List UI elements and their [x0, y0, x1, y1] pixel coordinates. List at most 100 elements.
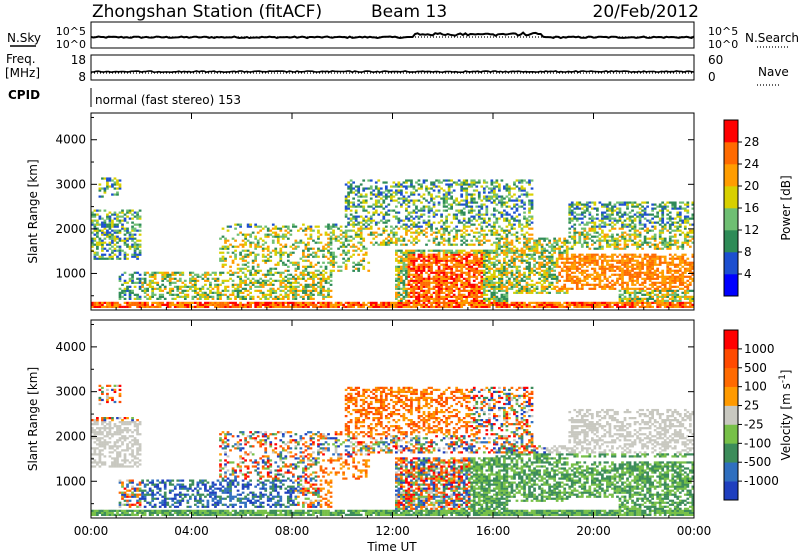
heatmap-cell — [498, 248, 501, 250]
heatmap-cell — [217, 280, 220, 282]
heatmap-cell — [385, 212, 388, 214]
heatmap-cell — [322, 274, 325, 276]
heatmap-cell — [345, 197, 348, 199]
heatmap-cell — [428, 206, 431, 208]
heatmap-cell — [400, 288, 403, 290]
heatmap-cell — [272, 292, 275, 294]
heatmap-cell — [616, 234, 619, 236]
heatmap-cell — [516, 216, 519, 218]
heatmap-cell — [513, 258, 516, 260]
heatmap-cell — [410, 290, 413, 292]
heatmap-cell — [360, 242, 363, 244]
heatmap-cell — [413, 187, 416, 189]
heatmap-cell — [244, 260, 247, 262]
heatmap-cell — [616, 262, 619, 264]
heatmap-cell — [488, 278, 491, 280]
heatmap-cell — [538, 258, 541, 260]
heatmap-cell — [498, 187, 501, 189]
heatmap-cell — [277, 234, 280, 236]
heatmap-cell — [490, 187, 493, 189]
heatmap-cell — [463, 258, 466, 260]
heatmap-cell — [405, 288, 408, 290]
heatmap-cell — [184, 294, 187, 296]
heatmap-cell — [440, 286, 443, 288]
heatmap-cell — [400, 300, 403, 302]
heatmap-cell — [297, 278, 300, 280]
heatmap-cell — [483, 197, 486, 199]
heatmap-cell — [596, 272, 599, 274]
heatmap-cell — [488, 250, 491, 252]
heatmap-cell — [307, 294, 310, 296]
power-heatmap-cells — [91, 177, 694, 308]
heatmap-cell — [320, 304, 323, 306]
heatmap-cell — [307, 266, 310, 268]
heatmap-cell — [272, 228, 275, 230]
heatmap-cell — [526, 290, 529, 292]
heatmap-cell — [423, 298, 426, 300]
heatmap-cell — [536, 282, 539, 284]
heatmap-cell — [425, 290, 428, 292]
heatmap-cell — [448, 304, 451, 306]
heatmap-cell — [591, 288, 594, 290]
heatmap-cell — [94, 216, 97, 218]
heatmap-cell — [335, 262, 338, 264]
heatmap-cell — [614, 260, 617, 262]
heatmap-cell — [528, 270, 531, 272]
heatmap-cell — [473, 270, 476, 272]
heatmap-cell — [503, 220, 506, 222]
heatmap-cell — [219, 258, 222, 260]
heatmap-cell — [475, 294, 478, 296]
heatmap-cell — [207, 304, 210, 306]
heatmap-cell — [445, 201, 448, 203]
heatmap-cell — [518, 288, 521, 290]
heatmap-cell — [365, 195, 368, 197]
heatmap-cell — [430, 304, 433, 306]
heatmap-cell — [513, 206, 516, 208]
heatmap-cell — [405, 264, 408, 266]
heatmap-cell — [501, 280, 504, 282]
heatmap-cell — [332, 306, 335, 308]
heatmap-cell — [440, 238, 443, 240]
heatmap-cell — [355, 216, 358, 218]
heatmap-cell — [496, 218, 499, 220]
heatmap-cell — [239, 282, 242, 284]
heatmap-cell — [496, 292, 499, 294]
heatmap-cell — [533, 244, 536, 246]
heatmap-cell — [586, 278, 589, 280]
heatmap-cell — [232, 252, 235, 254]
heatmap-cell — [224, 302, 227, 304]
heatmap-cell — [287, 282, 290, 284]
heatmap-cell — [513, 306, 516, 308]
heatmap-cell — [485, 298, 488, 300]
heatmap-cell — [578, 264, 581, 266]
heatmap-cell — [332, 254, 335, 256]
heatmap-cell — [533, 290, 536, 292]
heatmap-cell — [440, 258, 443, 260]
heatmap-cell — [511, 270, 514, 272]
heatmap-cell — [480, 304, 483, 306]
heatmap-cell — [440, 220, 443, 222]
heatmap-cell — [586, 242, 589, 244]
heatmap-cell — [578, 262, 581, 264]
heatmap-cell — [493, 290, 496, 292]
heatmap-cell — [438, 300, 441, 302]
heatmap-cell — [96, 254, 99, 256]
heatmap-cell — [558, 254, 561, 256]
heatmap-cell — [415, 258, 418, 260]
heatmap-cell — [413, 258, 416, 260]
heatmap-cell — [601, 272, 604, 274]
heatmap-cell — [428, 302, 431, 304]
heatmap-cell — [267, 246, 270, 248]
heatmap-cell — [483, 238, 486, 240]
heatmap-cell — [498, 201, 501, 203]
heatmap-cell — [443, 272, 446, 274]
heatmap-cell — [166, 280, 169, 282]
heatmap-cell — [395, 292, 398, 294]
heatmap-cell — [413, 286, 416, 288]
heatmap-cell — [450, 274, 453, 276]
heatmap-cell — [325, 304, 328, 306]
heatmap-cell — [503, 210, 506, 212]
heatmap-cell — [513, 278, 516, 280]
heatmap-cell — [330, 290, 333, 292]
heatmap-cell — [493, 266, 496, 268]
